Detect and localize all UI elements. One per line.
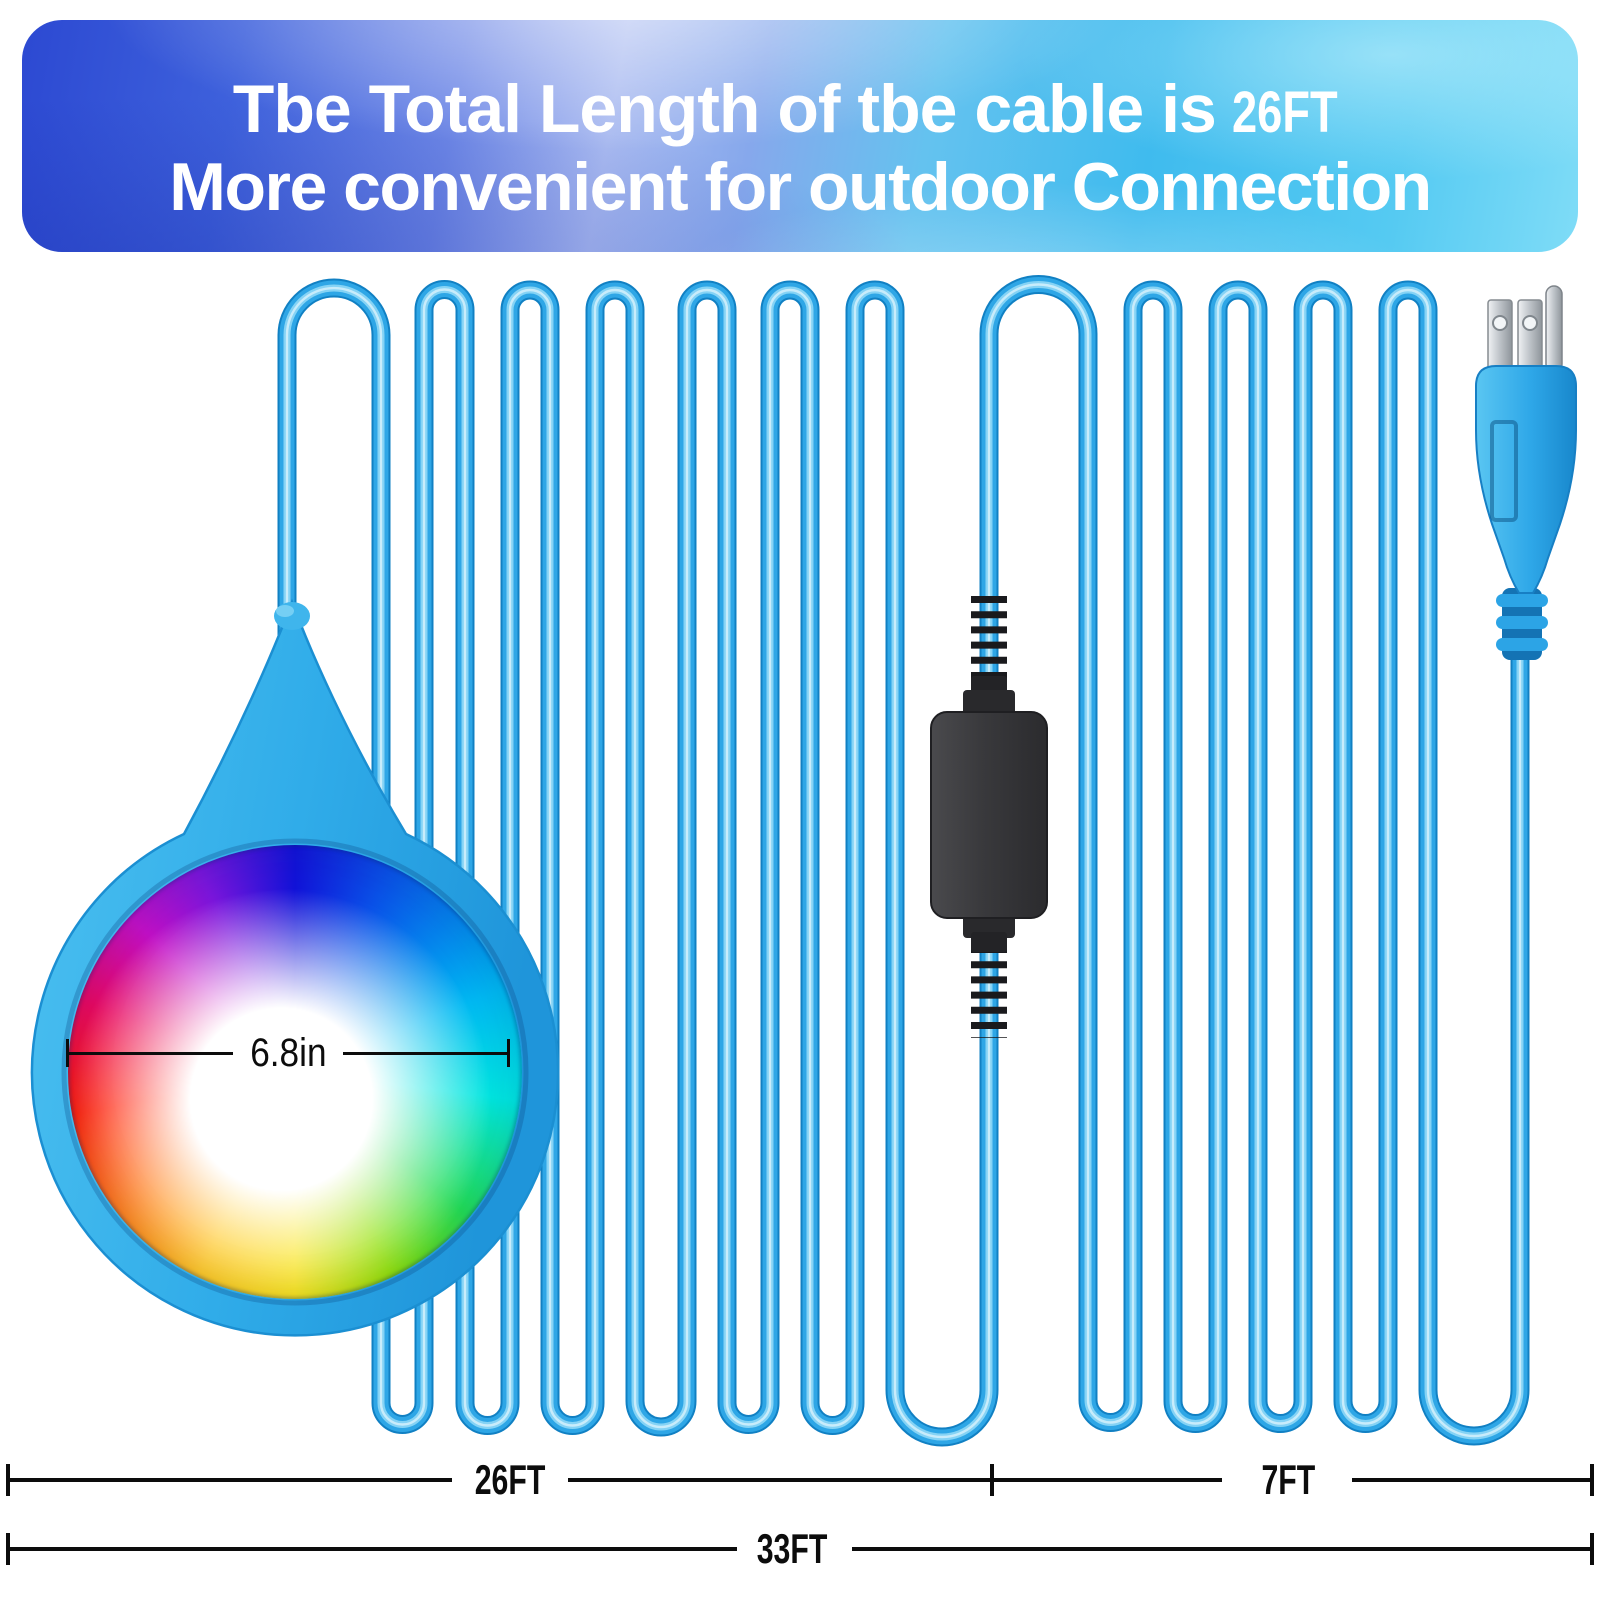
diameter-tick-right [507,1039,510,1067]
plug-blade-right [1517,299,1543,373]
plug-blade-hole-left [1492,315,1508,331]
diameter-dimension: 6.8in [66,1031,510,1075]
plug-blade-left [1487,299,1513,373]
diameter-line-right [343,1051,507,1055]
rgb-light-disc [68,845,522,1299]
light-shell-crease [61,838,529,1306]
plug-face-groove [1490,420,1518,522]
light-tip-nub [274,602,310,630]
plug-section-label: 7FT [1261,1456,1315,1503]
dim-tick-right [1590,1533,1594,1565]
total-length-label: 33FT [756,1525,828,1572]
plug-ground-pin [1545,285,1563,373]
diameter-line-left [69,1051,233,1055]
dim-tick-right [1590,1464,1594,1496]
banner-length-highlight: 26FT [1231,80,1338,145]
dim-segment [994,1478,1222,1482]
banner: Tbe Total Length of tbe cable is 26FT Mo… [22,20,1578,252]
adapter-collar-bottom [971,932,1007,952]
plug-rib-1 [1496,594,1548,607]
light-tip-highlight [276,605,294,617]
dim-segment [10,1547,737,1551]
total-dimension-row: 33FT [6,1527,1594,1571]
dim-divider-tick [990,1464,994,1496]
dim-segment [1352,1478,1591,1482]
diameter-label: 6.8in [249,1031,327,1075]
dim-segment [10,1478,452,1482]
dim-segment [852,1547,1591,1551]
cable-section-label: 26FT [474,1456,546,1503]
adapter-box [930,711,1048,919]
section-dimension-row: 26FT 7FT [6,1458,1594,1502]
adapter-nut-top [963,690,1015,716]
plug-rib-2 [1496,616,1548,629]
diameter-tick-left [66,1039,69,1067]
plug-rib-3 [1496,638,1548,651]
banner-title-line2: More convenient for outdoor Connection [169,149,1432,225]
dim-segment [568,1478,990,1482]
dim-tick-left [6,1533,10,1565]
us-plug [1475,285,1577,660]
banner-title-text: Tbe Total Length of tbe cable is [232,71,1217,147]
banner-title-line1: Tbe Total Length of tbe cable is 26FT [22,72,1578,150]
plug-blade-hole-right [1522,315,1538,331]
power-adapter [930,596,1048,1038]
dim-tick-left [6,1464,10,1496]
